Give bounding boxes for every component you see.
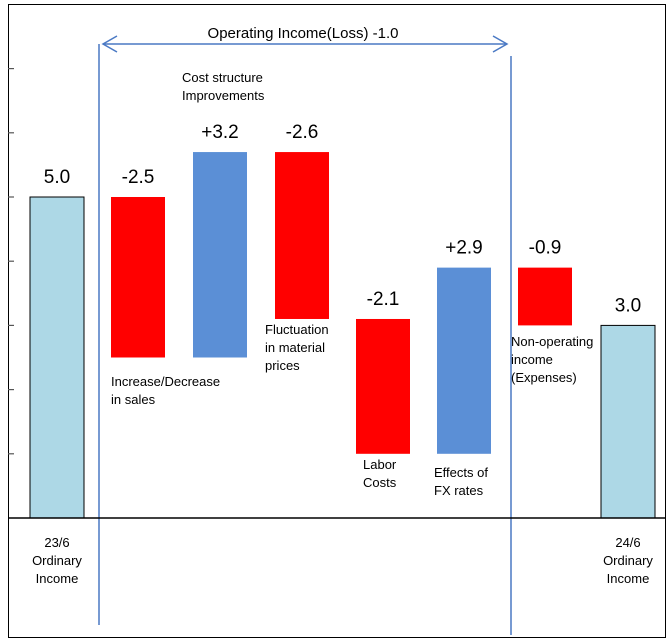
axis-tick-marks bbox=[8, 67, 14, 455]
note-label-material: in material bbox=[265, 340, 325, 355]
value-label-material: -2.6 bbox=[286, 122, 319, 143]
category-label-start: Ordinary bbox=[32, 553, 82, 568]
bar-cost-structure bbox=[193, 152, 247, 358]
bracket-arrow-head-left bbox=[101, 35, 118, 53]
category-label-end: Income bbox=[607, 571, 650, 586]
category-label-start: 23/6 bbox=[44, 535, 69, 550]
bar-sales bbox=[111, 197, 165, 358]
note-label-labor: Labor bbox=[363, 457, 397, 472]
category-label-end: Ordinary bbox=[603, 553, 653, 568]
bracket-label: Operating Income(Loss) -1.0 bbox=[208, 25, 399, 42]
bar-labels: 5.0 23/6 Ordinary Income -2.5 Increase/Decrea… bbox=[32, 70, 653, 586]
bar-start bbox=[29, 196, 85, 519]
category-label-end: 24/6 bbox=[615, 535, 640, 550]
bracket-arrow-head-right bbox=[492, 35, 509, 53]
chart-frame bbox=[8, 4, 666, 638]
note-label-cost-structure: Cost structure bbox=[182, 70, 263, 85]
value-label-end: 3.0 bbox=[615, 295, 641, 316]
note-label-non-operating: Non-operating bbox=[511, 334, 593, 349]
note-label-cost-structure: Improvements bbox=[182, 88, 265, 103]
note-label-fx: FX rates bbox=[434, 483, 484, 498]
note-label-sales: Increase/Decrease bbox=[111, 374, 220, 389]
note-label-material: Fluctuation bbox=[265, 322, 329, 337]
note-label-material: prices bbox=[265, 358, 300, 373]
bar-end bbox=[600, 324, 656, 519]
note-label-labor: Costs bbox=[363, 475, 397, 490]
value-label-non-operating: -0.9 bbox=[529, 238, 562, 259]
value-label-cost-structure: +3.2 bbox=[201, 122, 239, 143]
bar-fx bbox=[437, 267, 491, 454]
operating-income-bracket: Operating Income(Loss) -1.0 bbox=[98, 25, 512, 635]
value-label-fx: +2.9 bbox=[445, 238, 483, 259]
bar-non-operating bbox=[518, 267, 572, 326]
value-label-labor: -2.1 bbox=[367, 289, 400, 310]
note-label-fx: Effects of bbox=[434, 465, 488, 480]
note-label-non-operating: income bbox=[511, 352, 553, 367]
note-label-non-operating: (Expenses) bbox=[511, 370, 577, 385]
note-label-sales: in sales bbox=[111, 392, 156, 407]
category-label-start: Income bbox=[36, 571, 79, 586]
bar-material bbox=[275, 152, 329, 319]
value-label-sales: -2.5 bbox=[122, 167, 155, 188]
value-label-start: 5.0 bbox=[44, 167, 70, 188]
bar-labor bbox=[356, 318, 410, 454]
